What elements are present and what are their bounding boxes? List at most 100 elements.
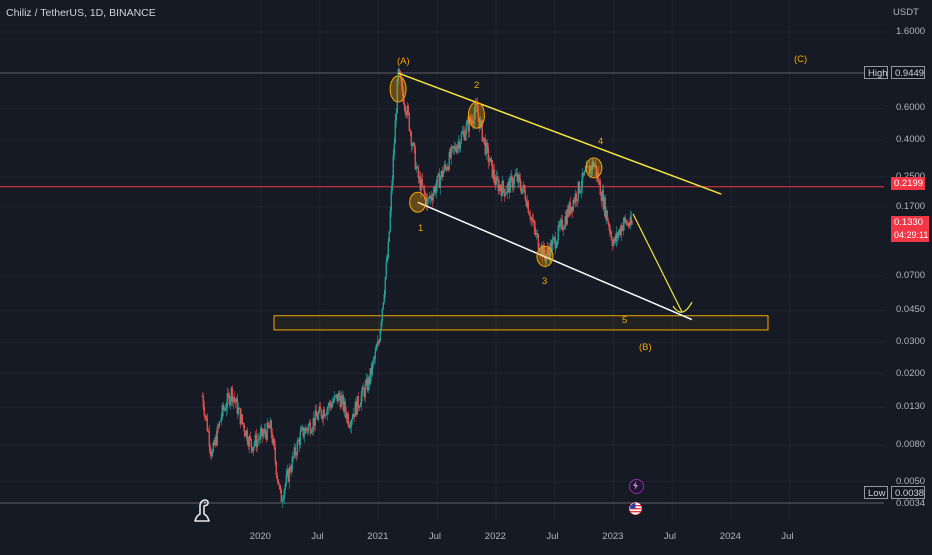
candle [567, 205, 569, 218]
wave-marker-3 [536, 245, 554, 267]
price-tick-label: 0.0300 [896, 335, 926, 347]
candle [231, 385, 233, 406]
candle [308, 419, 310, 427]
time-tick-label: Jul [311, 531, 324, 542]
candle [415, 162, 417, 173]
price-tick-label: 0.0450 [896, 304, 926, 316]
candle [244, 430, 246, 437]
candle [343, 396, 345, 417]
candle [364, 380, 366, 403]
candle [459, 141, 461, 153]
candle [219, 420, 221, 423]
candle [387, 238, 389, 260]
candle [533, 219, 535, 235]
candle [310, 427, 312, 435]
candle [466, 117, 468, 125]
candle [383, 290, 385, 305]
price-tick-label: 0.0700 [896, 269, 926, 281]
low-value: 0.0038 [891, 486, 925, 499]
candle [418, 171, 420, 184]
candle [362, 382, 364, 390]
candle [452, 145, 454, 155]
candle [490, 156, 492, 166]
candle [233, 390, 235, 404]
candle [512, 178, 514, 193]
wave-label-3: 3 [542, 276, 548, 287]
candle [299, 425, 301, 449]
candle [356, 396, 358, 416]
candle [301, 424, 303, 431]
candle [569, 196, 571, 217]
candle [358, 405, 360, 411]
projection-arrow [672, 301, 693, 313]
candle [552, 235, 554, 245]
candle [206, 413, 208, 433]
candle [217, 423, 219, 433]
candle [374, 345, 376, 364]
candle [622, 217, 624, 236]
candle [480, 118, 482, 129]
candle [222, 401, 224, 417]
candle [204, 413, 206, 422]
candle [558, 220, 560, 231]
candle [488, 155, 490, 167]
candle [292, 455, 294, 462]
candle [328, 399, 330, 412]
candle [283, 488, 285, 505]
tradingview-logo-icon[interactable] [192, 497, 214, 523]
candle [537, 233, 539, 250]
candle [550, 239, 552, 256]
candle [226, 387, 228, 414]
wave-label-2: 2 [474, 80, 480, 91]
candle [629, 210, 631, 230]
us-flag-icon[interactable] [629, 502, 642, 515]
candle [582, 172, 584, 179]
candle [594, 159, 596, 169]
candle [603, 194, 605, 216]
candle [591, 158, 593, 176]
wave-label-B: (B) [639, 342, 652, 353]
wave-marker-A [389, 75, 407, 103]
candle [274, 441, 276, 466]
candle [571, 206, 573, 219]
candle [319, 401, 321, 410]
candle [561, 215, 563, 232]
candle [347, 410, 349, 429]
candle [247, 436, 249, 450]
candle [613, 236, 615, 246]
time-tick-label: Jul [781, 531, 794, 542]
candle [270, 419, 272, 438]
candle [457, 135, 459, 154]
candle [593, 161, 595, 168]
candle [234, 398, 236, 409]
candle [606, 210, 608, 222]
wave-marker-4 [585, 157, 603, 179]
candle [441, 166, 443, 181]
time-tick-label: 2020 [249, 531, 271, 542]
lightning-icon[interactable] [629, 479, 644, 494]
candle [207, 427, 209, 433]
candle [333, 391, 335, 403]
candle [335, 393, 337, 399]
candle [429, 194, 431, 205]
candle [526, 194, 528, 209]
candle [494, 174, 496, 191]
time-tick-label: Jul [663, 531, 676, 542]
low-label: Low [864, 486, 888, 499]
time-tick-label: 2022 [484, 531, 506, 542]
candle [472, 121, 474, 130]
candle [332, 398, 334, 405]
wave-label-1: 1 [418, 223, 424, 234]
current-price-tag: 0.1330 [891, 216, 929, 229]
candle [439, 175, 441, 195]
candle [322, 406, 324, 427]
candle [306, 427, 308, 435]
candle [438, 168, 440, 189]
candle [576, 198, 578, 208]
candle [237, 402, 239, 416]
candle [484, 134, 486, 157]
candle [483, 137, 485, 146]
candle [287, 468, 289, 483]
candle [416, 165, 418, 169]
